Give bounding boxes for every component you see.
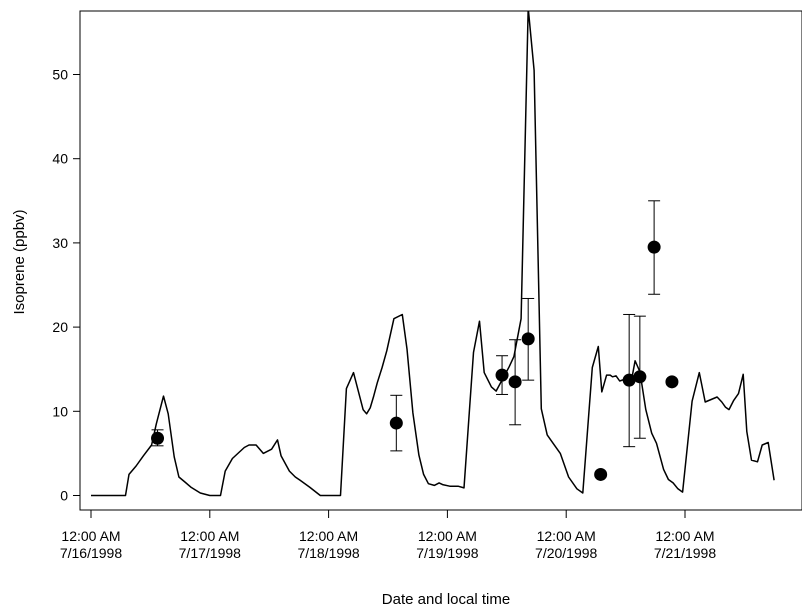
measurement-point — [622, 373, 636, 387]
x-tick-label-date: 7/21/1998 — [654, 545, 716, 561]
measurement-point — [521, 332, 535, 346]
x-tick-label-date: 7/17/1998 — [179, 545, 241, 561]
y-tick-label: 50 — [52, 67, 68, 83]
y-tick-label: 10 — [52, 403, 68, 419]
y-tick-label: 30 — [52, 235, 68, 251]
x-tick-label-date: 7/18/1998 — [297, 545, 359, 561]
x-tick-label: 12:00 AM 7/16/1998 — [60, 528, 122, 561]
x-axis-label: Date and local time — [382, 591, 510, 608]
x-tick-label-time: 12:00 AM — [299, 528, 358, 544]
x-tick-label-time: 12:00 AM — [61, 528, 120, 544]
measurement-point — [151, 431, 165, 445]
y-tick-label: 0 — [60, 488, 68, 504]
x-tick-label: 12:00 AM 7/20/1998 — [535, 528, 597, 561]
y-axis: 0102030405060 — [52, 67, 80, 504]
x-tick-label-time: 12:00 AM — [537, 528, 596, 544]
x-tick-label: 12:00 AM 7/17/1998 — [179, 528, 241, 561]
plot-frame — [79, 10, 802, 511]
measurement-point — [633, 370, 647, 384]
y-tick-label: 20 — [52, 319, 68, 335]
isoprene-line-series — [91, 11, 775, 497]
measurement-point — [389, 416, 403, 430]
x-tick-label: 12:00 AM 7/18/1998 — [297, 528, 359, 561]
x-tick-label-date: 7/16/1998 — [60, 545, 122, 561]
x-tick-label-time: 12:00 AM — [418, 528, 477, 544]
measurement-point — [508, 375, 522, 389]
y-axis-label: Isoprene (ppbv) — [11, 209, 28, 314]
measurement-point — [594, 467, 608, 481]
measurement-point — [495, 368, 509, 382]
measurement-point — [665, 375, 679, 389]
isoprene-measurement-points — [151, 200, 679, 481]
y-tick-label: 40 — [52, 151, 68, 167]
x-tick-label-time: 12:00 AM — [180, 528, 239, 544]
isoprene-line — [91, 11, 775, 497]
measurement-point — [647, 240, 661, 254]
x-tick-label: 12:00 AM 7/21/1998 — [654, 528, 716, 561]
x-tick-label-time: 12:00 AM — [655, 528, 714, 544]
x-tick-label-date: 7/20/1998 — [535, 545, 597, 561]
x-tick-label-date: 7/19/1998 — [416, 545, 478, 561]
x-tick-label: 12:00 AM 7/19/1998 — [416, 528, 478, 561]
